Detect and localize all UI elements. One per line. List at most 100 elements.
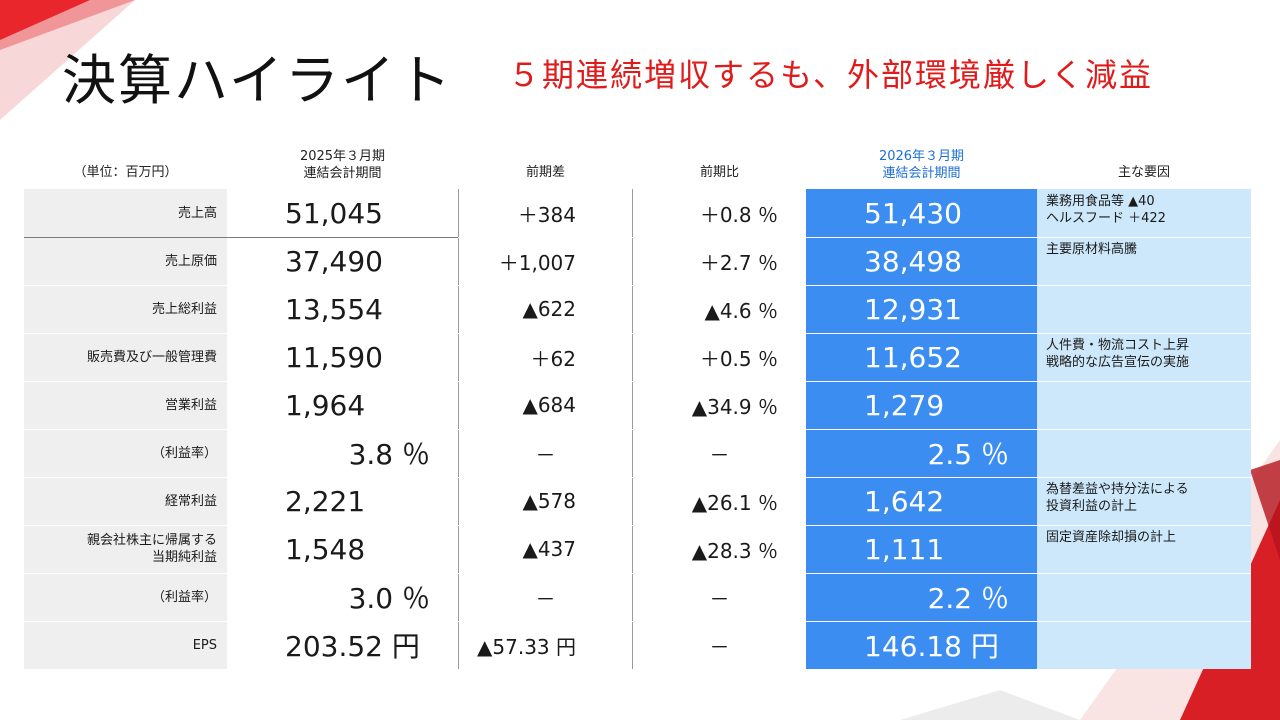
page-subtitle: ５期連続増収するも、外部環境厳しく減益 bbox=[508, 56, 1154, 94]
row-label-line1: 親会社株主に帰属する bbox=[86, 533, 217, 548]
row-label-line1: EPS bbox=[192, 637, 217, 653]
row-label: 売上高 bbox=[24, 189, 227, 237]
prev-diff: ▲684 bbox=[458, 381, 633, 429]
value-2025: 13,554 bbox=[227, 285, 458, 333]
prev-ratio-text: ＋0.8 ％ bbox=[699, 202, 778, 227]
row-label-line1: （利益率） bbox=[151, 445, 217, 461]
value-2026-text: 2.2 ％ bbox=[927, 582, 1009, 615]
row-label: 経常利益 bbox=[24, 477, 227, 525]
value-2026-text: 51,430 bbox=[864, 196, 962, 230]
row-divider bbox=[24, 333, 1251, 334]
prev-ratio: ＋2.7 ％ bbox=[633, 237, 806, 285]
prev-diff: － bbox=[458, 429, 633, 477]
value-2025-text: 11,590 bbox=[285, 340, 383, 374]
main-reason bbox=[1037, 621, 1251, 669]
value-2025-text: 203.52 円 bbox=[285, 630, 420, 663]
prev-ratio: ▲28.3 ％ bbox=[633, 525, 806, 573]
row-label-line1: 販売費及び一般管理費 bbox=[86, 349, 217, 365]
value-2026-text: 1,111 bbox=[864, 532, 945, 566]
row-label-line1: 売上原価 bbox=[164, 253, 217, 269]
row-label: （利益率） bbox=[24, 429, 227, 477]
diff-header: 前期差 bbox=[525, 165, 565, 180]
prev-ratio-text: ▲34.9 ％ bbox=[691, 394, 778, 419]
value-2025: 2,221 bbox=[227, 477, 458, 525]
prev-diff-text: ＋62 bbox=[530, 346, 576, 371]
value-2025-text: 3.8 ％ bbox=[348, 438, 430, 471]
value-2026-text: 2.5 ％ bbox=[927, 438, 1009, 471]
page-title: 決算ハイライト bbox=[62, 49, 453, 112]
row-label: 売上原価 bbox=[24, 237, 227, 285]
main-reason bbox=[1037, 573, 1251, 621]
reason-line1: 主要原材料高騰 bbox=[1046, 242, 1138, 257]
value-2026: 2.5 ％ bbox=[806, 429, 1037, 477]
reason-header: 主な要因 bbox=[1117, 165, 1170, 180]
prev-ratio-text: ＋2.7 ％ bbox=[699, 250, 778, 275]
row-divider bbox=[24, 429, 1251, 430]
row-label: 販売費及び一般管理費 bbox=[24, 333, 227, 381]
prev-diff: ▲578 bbox=[458, 477, 633, 525]
value-2025: 1,548 bbox=[227, 525, 458, 573]
prev-diff-text: － bbox=[535, 442, 556, 467]
curr-period-header: 2026年３月期 連結会計期間 bbox=[878, 149, 965, 181]
reason-line2: 戦略的な広告宣伝の実施 bbox=[1046, 355, 1190, 370]
row-label: 営業利益 bbox=[24, 381, 227, 429]
value-2025: 37,490 bbox=[227, 237, 458, 285]
prev-ratio: － bbox=[633, 429, 806, 477]
value-2025: 203.52 円 bbox=[227, 621, 458, 669]
prev-diff-text: ▲57.33 円 bbox=[477, 634, 576, 659]
main-reason: 固定資産除却損の計上 bbox=[1037, 525, 1251, 573]
prev-ratio-text: ＋0.5 ％ bbox=[699, 346, 778, 371]
corner-shape-bottom-right-dark bbox=[1250, 460, 1280, 560]
prev-ratio: ▲4.6 ％ bbox=[633, 285, 806, 333]
reason-line1: 業務用食品等 ▲40 bbox=[1046, 194, 1155, 209]
prev-ratio-text: － bbox=[709, 442, 730, 467]
prev-diff-text: ▲622 bbox=[522, 297, 576, 321]
value-2025-text: 51,045 bbox=[285, 196, 383, 230]
prev-ratio-text: ▲26.1 ％ bbox=[691, 490, 778, 515]
value-2025: 51,045 bbox=[227, 189, 458, 237]
prev-diff: ▲57.33 円 bbox=[458, 621, 633, 669]
value-2025-text: 1,548 bbox=[285, 532, 366, 566]
prev-diff: ＋384 bbox=[458, 189, 633, 237]
prev-ratio-text: － bbox=[709, 586, 730, 611]
prev-ratio-text: － bbox=[709, 634, 730, 659]
prev-ratio: ▲34.9 ％ bbox=[633, 381, 806, 429]
prev-diff: ▲622 bbox=[458, 285, 633, 333]
value-2026: 2.2 ％ bbox=[806, 573, 1037, 621]
value-2026-text: 1,642 bbox=[864, 484, 945, 518]
reason-line2: 投資利益の計上 bbox=[1046, 499, 1138, 514]
prev-diff: － bbox=[458, 573, 633, 621]
row-label-line1: 売上総利益 bbox=[151, 301, 217, 317]
row-divider bbox=[24, 237, 1251, 238]
unit-label: （単位：百万円） bbox=[73, 165, 178, 180]
value-2026-text: 1,279 bbox=[864, 388, 945, 422]
value-2026: 38,498 bbox=[806, 237, 1037, 285]
prev-diff: ▲437 bbox=[458, 525, 633, 573]
row-divider bbox=[24, 285, 1251, 286]
value-2025-text: 1,964 bbox=[285, 388, 366, 422]
row-divider bbox=[24, 573, 1251, 574]
prev-ratio-text: ▲4.6 ％ bbox=[704, 298, 778, 323]
reason-line2: ヘルスフード ＋422 bbox=[1046, 211, 1166, 226]
row-divider bbox=[24, 525, 1251, 526]
value-2025-text: 3.0 ％ bbox=[348, 582, 430, 615]
prev-ratio: － bbox=[633, 621, 806, 669]
prev-diff-text: ＋1,007 bbox=[498, 250, 576, 275]
row-divider bbox=[24, 381, 1251, 382]
value-2026: 1,279 bbox=[806, 381, 1037, 429]
main-reason: 為替差益や持分法による 投資利益の計上 bbox=[1037, 477, 1251, 525]
value-2026: 1,642 bbox=[806, 477, 1037, 525]
main-reason bbox=[1037, 381, 1251, 429]
value-2026-text: 146.18 円 bbox=[864, 630, 999, 663]
row-label: （利益率） bbox=[24, 573, 227, 621]
prev-ratio-text: ▲28.3 ％ bbox=[691, 538, 778, 563]
value-2026-text: 11,652 bbox=[864, 340, 962, 374]
value-2026: 12,931 bbox=[806, 285, 1037, 333]
prev-diff-text: ▲437 bbox=[522, 537, 576, 561]
main-reason: 業務用食品等 ▲40 ヘルスフード ＋422 bbox=[1037, 189, 1251, 237]
first-row-divider bbox=[24, 237, 458, 238]
row-label: EPS bbox=[24, 621, 227, 669]
ratio-header: 前期比 bbox=[699, 165, 739, 180]
value-2026: 11,652 bbox=[806, 333, 1037, 381]
prev-diff-text: － bbox=[535, 586, 556, 611]
